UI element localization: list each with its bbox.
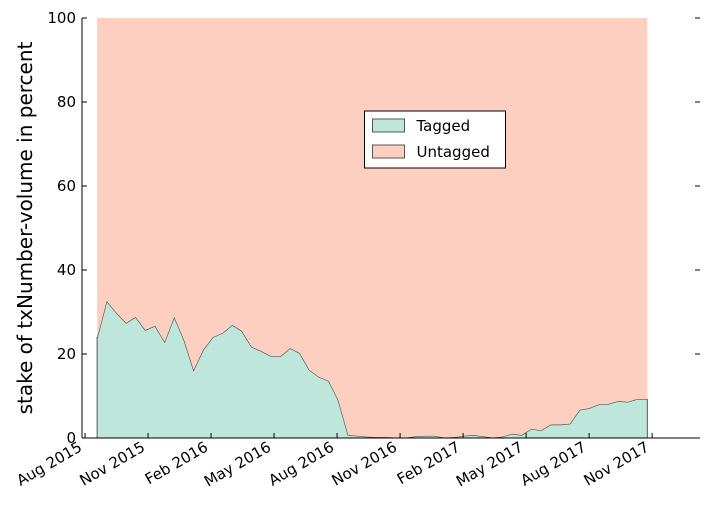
x-tick-label: Nov 2016: [329, 438, 401, 490]
x-tick-label: Aug 2017: [518, 438, 590, 490]
x-tick-label: Feb 2016: [142, 438, 211, 488]
y-tick-label: 20: [57, 345, 76, 363]
x-tick-label: May 2016: [201, 438, 274, 491]
y-tick-label: 0: [66, 429, 76, 447]
area: [97, 301, 648, 438]
legend-label: Untagged: [417, 143, 490, 161]
y-axis-label: stake of txNumber-volume in percent: [13, 41, 37, 414]
x-tick-label: May 2017: [453, 438, 526, 491]
x-tick-label: Aug 2016: [266, 438, 338, 490]
y-tick-label: 100: [47, 9, 76, 27]
legend-label: Tagged: [416, 117, 471, 135]
legend-swatch: [372, 144, 405, 159]
x-tick-label: Feb 2017: [394, 438, 463, 488]
y-tick-label: 80: [57, 93, 76, 111]
area: [97, 18, 648, 438]
x-tick-label: Nov 2017: [581, 438, 653, 490]
y-tick-label: 60: [57, 177, 76, 195]
legend-swatch: [372, 118, 405, 133]
x-tick-label: Aug 2015: [13, 438, 85, 490]
y-tick-label: 40: [57, 261, 76, 279]
x-tick-label: Nov 2015: [76, 438, 148, 490]
